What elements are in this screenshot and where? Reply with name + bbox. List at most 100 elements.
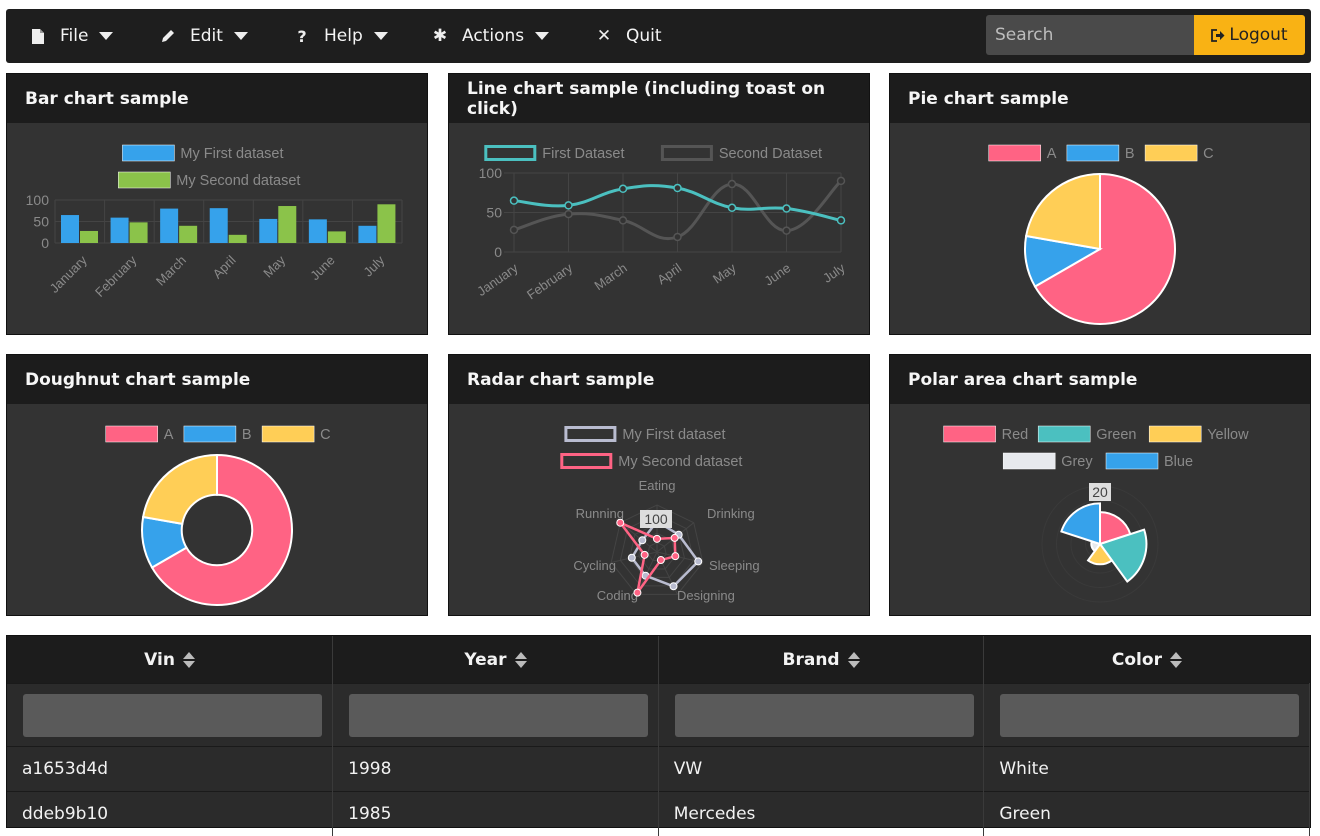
line-chart-panel: Line chart sample (including toast on cl…	[448, 73, 870, 335]
legend-swatch	[262, 426, 314, 442]
slice	[143, 455, 217, 524]
radar-axis-label: Drinking	[707, 506, 755, 521]
legend-label: B	[1125, 146, 1135, 162]
menu-quit-label: Quit	[626, 26, 662, 46]
brand-filter-input[interactable]	[675, 694, 974, 737]
legend-label: C	[1203, 146, 1213, 162]
data-point	[674, 185, 681, 192]
data-point	[628, 554, 635, 561]
table-cell: Green	[984, 792, 1310, 836]
legend-swatch	[1149, 426, 1201, 442]
data-point	[671, 534, 678, 541]
x-tick-label: June	[762, 260, 794, 288]
bar	[160, 209, 178, 243]
tick-label: 20	[1092, 484, 1108, 500]
data-point	[620, 217, 627, 224]
x-tick-label: May	[260, 252, 288, 280]
search-input[interactable]	[986, 15, 1194, 55]
legend-label: Yellow	[1207, 427, 1249, 443]
gear-icon: ✱	[432, 27, 448, 45]
legend-label: First Dataset	[542, 146, 624, 162]
y-tick-label: 0	[494, 244, 502, 260]
legend-swatch	[122, 145, 174, 161]
legend-label: Green	[1096, 427, 1136, 443]
tick-label: 100	[644, 511, 668, 527]
bar	[210, 208, 228, 243]
data-point	[695, 558, 702, 565]
bar	[61, 215, 79, 243]
data-point	[620, 185, 627, 192]
year-filter-input[interactable]	[349, 694, 648, 737]
legend-swatch	[106, 426, 158, 442]
table-row[interactable]: ddeb9b10 1985 Mercedes Green	[7, 792, 1310, 836]
data-point	[617, 519, 624, 526]
bar	[278, 206, 296, 243]
x-tick-label: January	[47, 252, 91, 296]
column-header-brand[interactable]: Brand	[658, 636, 984, 684]
menu-quit[interactable]: ✕ Quit	[596, 9, 662, 63]
data-point	[657, 557, 664, 564]
legend-label: C	[320, 427, 330, 443]
legend-swatch	[566, 428, 615, 441]
radar-axis-label: Cycling	[573, 558, 616, 573]
y-tick-label: 50	[33, 214, 49, 230]
legend-swatch	[1106, 453, 1158, 469]
file-icon	[30, 27, 46, 45]
menu-file-label: File	[60, 26, 88, 46]
column-header-color[interactable]: Color	[984, 636, 1310, 684]
x-tick-label: February	[92, 252, 140, 300]
slice	[1026, 174, 1100, 249]
data-point	[729, 204, 736, 211]
table-cell: VW	[658, 747, 984, 792]
vin-filter-input[interactable]	[23, 694, 322, 737]
color-filter-input[interactable]	[1000, 694, 1299, 737]
menu-file[interactable]: File	[30, 9, 113, 63]
chevron-down-icon	[535, 32, 549, 40]
sign-out-icon	[1211, 29, 1225, 42]
data-point	[639, 537, 646, 544]
column-header-year[interactable]: Year	[333, 636, 659, 684]
legend-swatch	[1003, 453, 1055, 469]
data-point	[511, 197, 518, 204]
radar-axis-label: Running	[576, 506, 624, 521]
chevron-down-icon	[234, 32, 248, 40]
y-tick-label: 50	[486, 205, 502, 221]
x-tick-label: March	[592, 260, 630, 293]
bar	[377, 204, 395, 243]
menu-edit[interactable]: Edit	[160, 9, 248, 63]
table-cell: 1985	[333, 792, 659, 836]
logout-button[interactable]: Logout	[1194, 15, 1305, 55]
table-row[interactable]: a1653d4d 1998 VW White	[7, 747, 1310, 792]
bar	[259, 219, 277, 243]
column-header-vin[interactable]: Vin	[7, 636, 333, 684]
data-point	[511, 226, 518, 233]
table-cell: Mercedes	[658, 792, 984, 836]
data-point	[565, 202, 572, 209]
data-point	[670, 583, 677, 590]
table-cell: White	[984, 747, 1310, 792]
data-point	[641, 551, 648, 558]
menu-help-label: Help	[324, 26, 363, 46]
x-tick-label: January	[474, 260, 521, 299]
legend-label: My Second dataset	[176, 173, 300, 189]
x-tick-label: June	[307, 253, 338, 284]
menu-help[interactable]: ? Help	[294, 9, 388, 63]
panel-title: Polar area chart sample	[890, 355, 1310, 404]
column-header-label: Brand	[783, 650, 840, 670]
legend-label: Red	[1002, 427, 1029, 443]
bar	[111, 218, 129, 243]
x-tick-label: July	[820, 260, 848, 286]
menu-actions[interactable]: ✱ Actions	[432, 9, 549, 63]
radar-axis-label: Designing	[677, 588, 735, 603]
legend-label: My First dataset	[622, 427, 725, 443]
panel-title: Line chart sample (including toast on cl…	[449, 74, 869, 123]
sort-icon	[183, 651, 195, 669]
